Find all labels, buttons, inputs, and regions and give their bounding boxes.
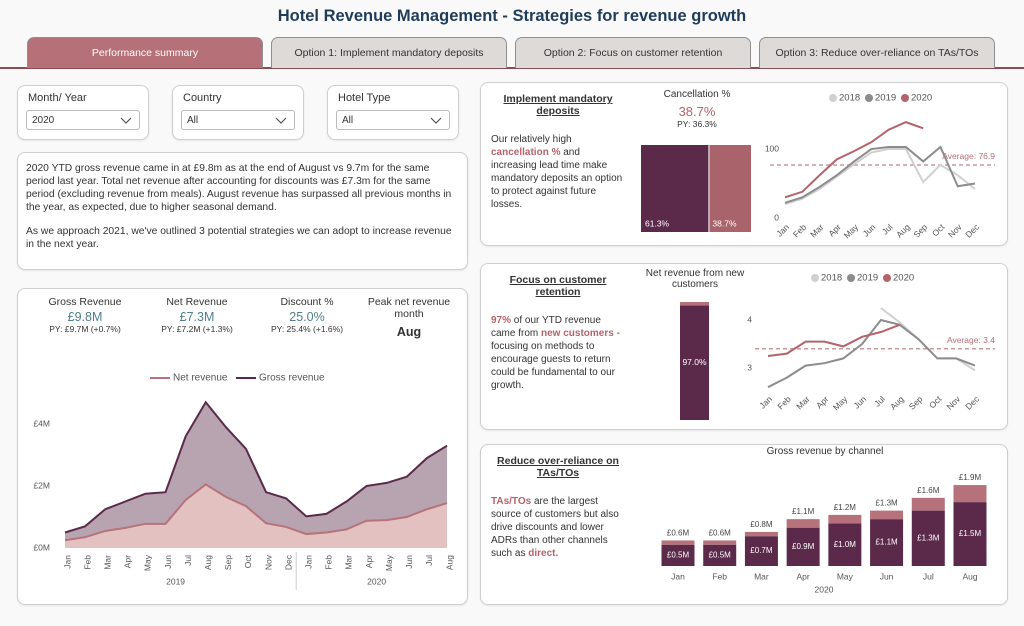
chevron [275,117,287,124]
filter-label: Hotel Type [338,92,391,104]
filter-label: Country [183,92,222,104]
tab-rule [0,67,1024,69]
panel-title: Focus on customer retention [509,274,607,298]
panel-title: Reduce over-reliance on TAs/TOs [497,455,619,479]
chart-title: Cancellation % [663,89,731,100]
panel-body: Our relatively high cancellation % and i… [491,133,625,211]
dropdown[interactable]: All [336,110,450,130]
panel-body: 97% of our YTD revenue came from new cus… [491,314,625,392]
dropdown-value: 2020 [32,115,55,126]
panel-text: and increasing lead time make mandatory … [491,147,623,210]
panel-body: TAs/TOs are the largest source of custom… [491,495,625,560]
dropdown-value: All [342,115,354,126]
chart-title: Net revenue from new customers [645,268,745,290]
tab[interactable]: Option 3: Reduce over-reliance on TAs/TO… [759,37,995,68]
kpi-value: Aug [396,325,422,339]
kpi-label: Discount % [280,296,334,308]
summary-box: 2020 YTD gross revenue came in at £9.8m … [17,152,468,270]
tab[interactable]: Option 1: Implement mandatory deposits [271,37,507,68]
summary-paragraph: 2020 YTD gross revenue came in at £9.8m … [26,163,452,213]
chevron [430,117,442,124]
filter-card: Hotel Type All [327,85,459,140]
tab[interactable]: Performance summary [27,37,263,68]
filter-label: Month/ Year [28,92,87,104]
dropdown-value: All [187,115,199,126]
chart-kpi-sub: PY: 36.3% [677,119,717,129]
kpi-label: Gross Revenue [48,296,122,308]
panel-text: TAs/TOs [491,496,532,507]
kpi-value: £7.3M [179,310,215,324]
kpi-label: Peak net revenue month [367,296,451,320]
chart-kpi: 38.7% [678,104,716,119]
tab[interactable]: Option 2: Focus on customer retention [515,37,751,68]
chart-title: Gross revenue by channel [766,446,884,457]
panel-text: are the largest source of customers but … [491,496,619,559]
chevron-line [430,117,442,124]
dropdown[interactable]: All [181,110,295,130]
panel-text: cancellation % [491,147,561,158]
filter-card: Country All [172,85,304,140]
page-title: Hotel Revenue Management - Strategies fo… [277,7,747,25]
panel-text: new customers [541,328,614,339]
panel-text: - focusing on methods to encourage guest… [491,328,620,391]
dropdown[interactable]: 2020 [26,110,140,130]
chevron-line [120,117,132,124]
panel-text: Our relatively high [491,134,572,145]
kpi-label: Net Revenue [166,296,228,308]
kpi-value: £9.8M [67,310,103,324]
panel-text: of our YTD revenue came from [491,315,601,339]
kpi-py: PY: 25.4% (+1.6%) [270,324,344,334]
filter-card: Month/ Year 2020 [17,85,149,140]
panel-title: Implement mandatory deposits [503,93,613,117]
panel-text: 97% [491,315,512,326]
chevron [120,117,132,124]
panel-text: direct. [528,548,559,559]
summary-paragraph: As we approach 2021, we've outlined 3 po… [26,226,452,250]
chevron-line [275,117,287,124]
kpi-py: PY: £9.7M (+0.7%) [49,324,121,334]
kpi-value: 25.0% [289,310,325,324]
kpi-py: PY: £7.2M (+1.3%) [161,324,233,334]
